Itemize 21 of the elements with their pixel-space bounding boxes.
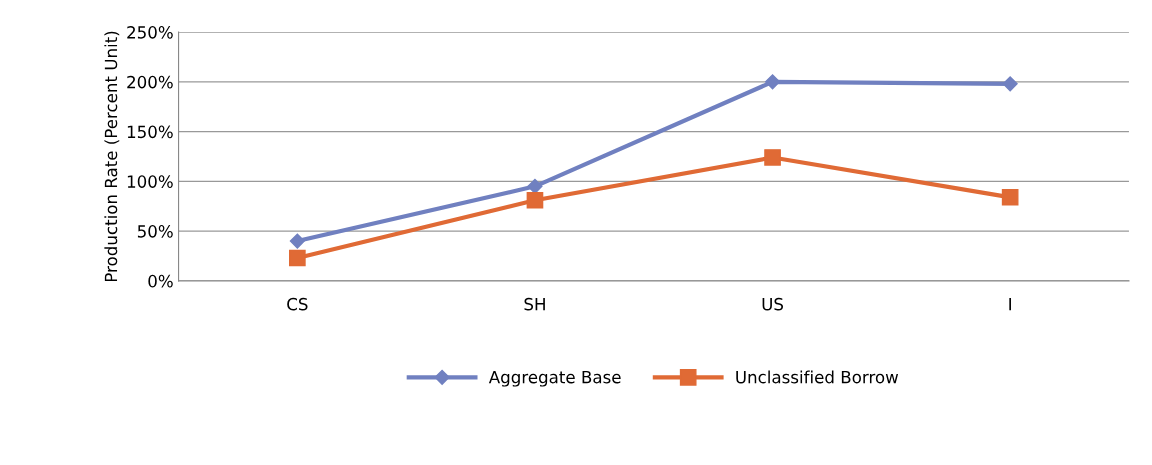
y-tick-label: 200%: [127, 75, 173, 89]
y-tick-label: 150%: [127, 125, 173, 139]
point: [764, 74, 781, 90]
x-tick-label: CS: [287, 297, 308, 311]
point: [289, 233, 305, 249]
point: [289, 249, 306, 267]
y-tick-label: 50%: [137, 225, 173, 238]
legend-label: Unclassified Borrow: [736, 370, 899, 384]
x-tick-label: SH: [524, 297, 545, 311]
point: [764, 149, 781, 166]
legend-label: Aggregate Base: [488, 371, 621, 387]
y-tick-label: 0%: [148, 274, 173, 288]
point: [526, 191, 544, 209]
point: [1002, 76, 1018, 92]
y-tick-label: 100%: [127, 175, 173, 188]
point: [1001, 188, 1019, 206]
x-tick-label: I: [1009, 298, 1011, 311]
y-axis-title: Production Rate (Percent Unit): [104, 31, 120, 282]
x-tick-label: US: [762, 297, 784, 311]
point: [527, 178, 543, 194]
y-tick-label: 250%: [127, 26, 173, 39]
